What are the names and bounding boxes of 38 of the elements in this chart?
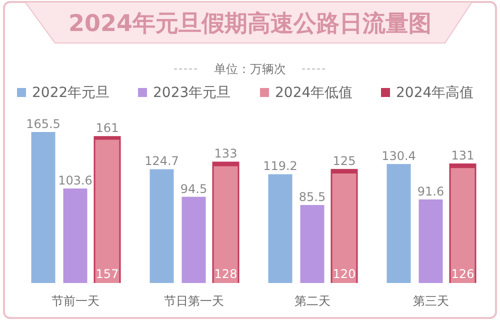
legend-label: 2023年元旦	[153, 85, 231, 101]
x-tick-label: 第三天	[412, 294, 449, 308]
legend-item: 2022年元旦	[17, 85, 110, 101]
data-label: 128	[214, 267, 238, 281]
bar	[31, 132, 56, 283]
data-label: 161	[96, 121, 119, 136]
data-label: 157	[96, 267, 119, 281]
data-label: 85.5	[298, 190, 326, 204]
x-tick-label: 第二天	[294, 294, 330, 308]
chart-title: 2024年元旦假期高速公路日流量图	[68, 10, 432, 37]
bar	[268, 174, 292, 283]
data-label: 103.6	[58, 173, 92, 188]
x-tick-label: 节前一天	[51, 294, 100, 308]
data-label: 126	[451, 267, 474, 281]
legend-label: 2024年低值	[275, 85, 353, 101]
legend-item: 2024年低值	[260, 85, 353, 101]
bar	[418, 199, 443, 283]
bar	[150, 169, 174, 283]
data-label: 124.7	[144, 154, 179, 168]
data-label: 133	[214, 146, 238, 161]
bar	[300, 204, 324, 283]
bar	[63, 188, 88, 283]
data-label: 131	[451, 148, 474, 162]
legend-item: 2024年高值	[381, 85, 474, 101]
data-label: 165.5	[26, 117, 60, 131]
x-tick-label: 节日第一天	[164, 294, 224, 308]
legend-item: 2023年元旦	[138, 85, 231, 101]
data-label: 94.5	[180, 182, 208, 196]
legend-label: 2024年高值	[396, 85, 474, 101]
data-label: 91.6	[417, 184, 444, 198]
chart-subtitle: 单位：万辆次	[214, 62, 286, 76]
bar	[182, 196, 206, 283]
data-label: 130.4	[382, 149, 416, 164]
data-label: 125	[332, 154, 356, 168]
legend-label: 2022年元旦	[32, 85, 110, 101]
data-label: 119.2	[263, 159, 298, 174]
bar	[386, 164, 411, 283]
data-label: 120	[332, 267, 356, 281]
